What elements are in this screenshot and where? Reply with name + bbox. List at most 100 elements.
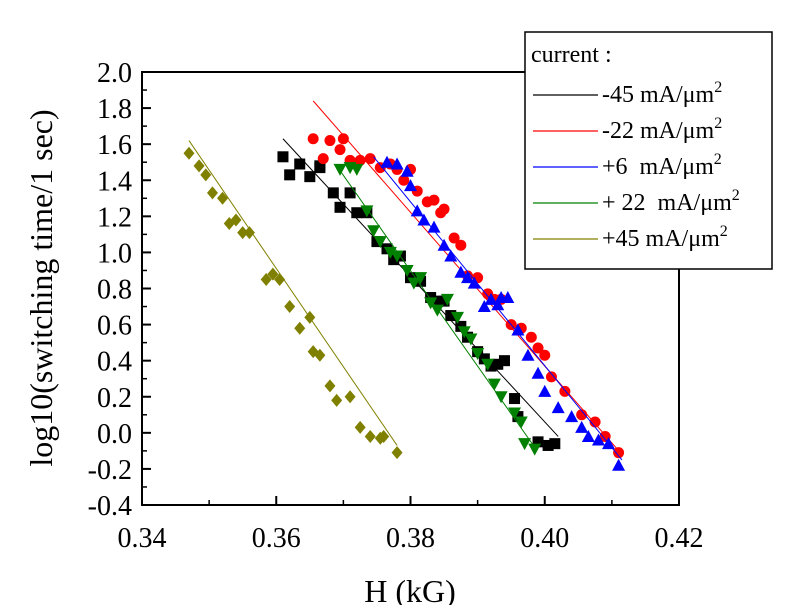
y-tick-label: 0.6 [97,311,132,342]
legend-item: -45 mA/μm2 [533,79,722,108]
data-point [549,438,561,450]
data-point [430,304,444,317]
data-point [602,437,616,450]
data-point [390,157,404,170]
data-point [508,407,522,420]
legend-label-superscript: 2 [720,223,728,240]
data-point [481,358,495,371]
legend-label-superscript: 2 [714,79,722,96]
data-point [344,390,356,404]
legend-box [524,31,773,270]
y-tick-label: 0.2 [97,383,132,414]
data-point [200,168,212,182]
data-point [414,272,428,285]
data-point [464,333,478,346]
legend-item: -22 mA/μm2 [533,115,722,144]
legend-label-text: +6 mA/μm [602,154,714,180]
series-3 [333,162,542,456]
legend-label: +6 mA/μm2 [602,151,722,180]
legend-item: + 22 mA/μm2 [533,187,740,216]
y-tick-label: 1.6 [97,130,132,161]
data-point [344,187,356,199]
data-point [509,393,521,405]
data-point [581,429,595,442]
data-point [471,347,485,360]
data-point [294,321,306,335]
data-point [360,205,374,218]
data-point [424,297,438,310]
data-point [498,355,510,367]
data-point [575,420,589,433]
data-point [206,186,218,200]
x-axis-ticks: 0.34 0.36 0.38 0.40 0.42 [118,496,704,554]
data-point [438,203,450,215]
data-point [431,295,443,307]
data-point [437,238,451,251]
data-point [407,277,421,290]
legend-label: + 22 mA/μm2 [602,187,740,216]
x-tick-label: 0.42 [655,523,704,554]
data-point [487,378,501,391]
data-point [333,163,347,176]
data-point [334,144,346,156]
data-point [400,164,414,177]
data-point [492,358,504,370]
data-point [314,348,326,362]
y-tick-label: 0.0 [97,419,132,450]
data-point [284,300,296,314]
data-point [427,220,441,233]
data-point [576,409,588,421]
data-point [243,226,255,240]
data-point [532,436,544,448]
legend: current : -45 mA/μm2-22 mA/μm2+6 mA/μm2+… [524,31,773,270]
data-point [525,331,537,343]
data-point [444,249,458,262]
y-tick-label: 1.0 [97,238,132,269]
data-point [455,239,467,251]
legend-label-text: + 22 mA/μm [602,190,732,216]
legend-item: +6 mA/μm2 [533,151,722,180]
data-point [457,326,471,339]
data-point [324,379,336,393]
y-tick-label: 0.4 [97,347,132,378]
data-point [327,187,339,199]
data-point [467,276,481,289]
data-point [350,163,364,176]
data-point [485,360,497,372]
data-point [545,371,557,383]
data-point [417,213,431,226]
data-point [267,267,279,281]
data-point [477,300,491,313]
data-point [613,447,625,459]
data-point [337,133,349,145]
plot-marks [183,100,626,471]
x-tick-label: 0.38 [386,523,435,554]
legend-label: +45 mA/μm2 [602,223,728,252]
data-point [531,366,545,379]
data-point [391,446,403,460]
data-point [565,410,579,423]
data-point [314,160,326,172]
data-point [354,154,366,166]
data-point [230,213,242,227]
series-2 [373,155,626,471]
x-axis-title: H (kG) [364,573,456,605]
data-point [445,310,457,322]
data-point [454,265,468,278]
y-axis-title: log10(switching time/1 sec) [23,109,59,466]
data-point [591,433,605,446]
data-point [217,191,229,205]
data-point [494,391,508,404]
legend-label-superscript: 2 [714,115,722,132]
data-point [304,310,316,324]
data-point [373,236,387,249]
data-point [304,171,316,183]
data-point [461,271,475,284]
data-point [367,225,381,238]
data-point [542,439,554,451]
data-point [334,201,346,213]
y-tick-label: 2.0 [97,58,132,89]
data-point [364,429,376,443]
legend-label-text: -22 mA/μm [602,118,715,144]
